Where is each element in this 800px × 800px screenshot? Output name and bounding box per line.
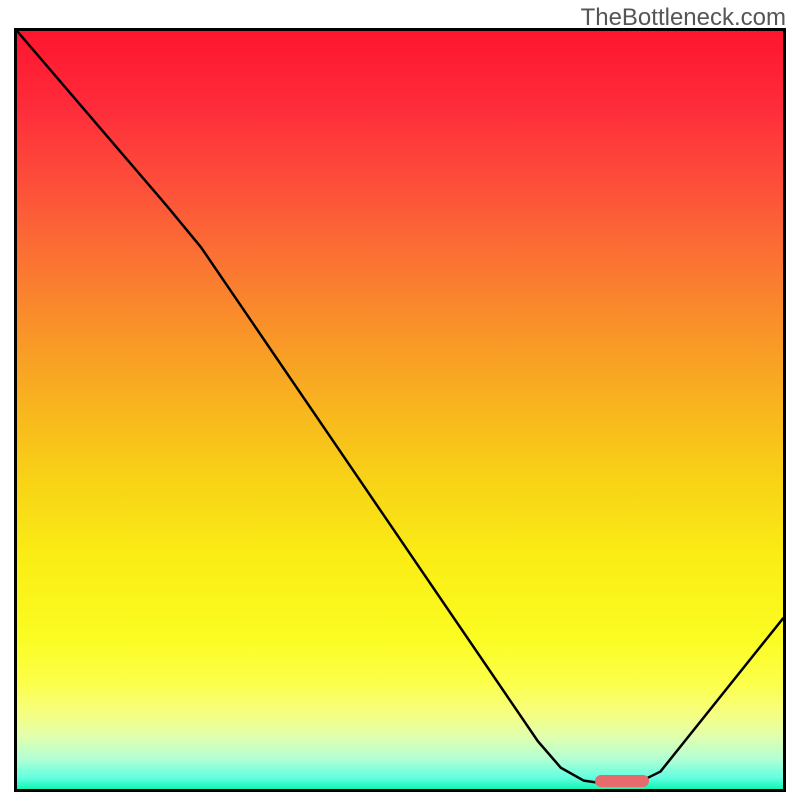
curve-path bbox=[17, 31, 783, 784]
chart-curve bbox=[17, 31, 783, 789]
chart-frame bbox=[14, 28, 786, 792]
optimum-marker bbox=[595, 775, 649, 787]
